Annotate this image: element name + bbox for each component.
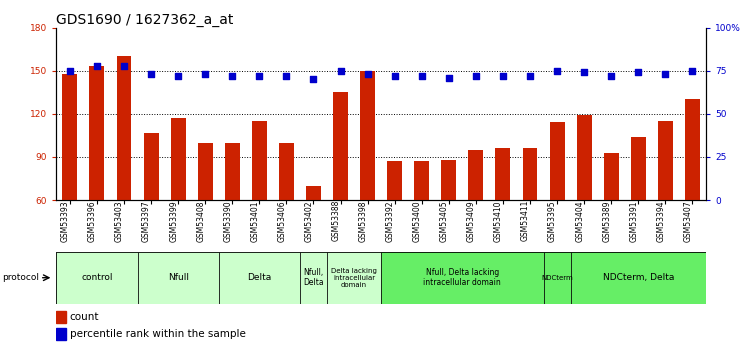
Bar	[577, 115, 592, 200]
Point	[253, 73, 265, 79]
Text: GSM53394: GSM53394	[656, 200, 665, 242]
Text: NDCterm, Delta: NDCterm, Delta	[602, 273, 674, 282]
Point	[145, 71, 157, 77]
Point	[280, 73, 292, 79]
Text: GSM53397: GSM53397	[142, 200, 151, 242]
Text: control: control	[81, 273, 113, 282]
Bar	[415, 161, 429, 200]
Text: Nfull, Delta lacking
intracellular domain: Nfull, Delta lacking intracellular domai…	[424, 268, 501, 287]
Bar	[62, 73, 77, 200]
Bar	[523, 148, 538, 200]
Bar	[550, 122, 565, 200]
Bar	[306, 186, 321, 200]
Point	[470, 73, 482, 79]
Text: percentile rank within the sample: percentile rank within the sample	[70, 329, 246, 339]
Bar	[571, 252, 706, 304]
Point	[443, 75, 455, 80]
Bar	[252, 121, 267, 200]
Text: GSM53396: GSM53396	[88, 200, 97, 242]
Text: GSM53393: GSM53393	[61, 200, 70, 242]
Text: GSM53405: GSM53405	[440, 200, 449, 242]
Text: NDCterm: NDCterm	[541, 275, 573, 281]
Point	[91, 63, 103, 68]
Text: GSM53389: GSM53389	[602, 200, 611, 242]
Bar	[604, 152, 619, 200]
Text: GSM53409: GSM53409	[467, 200, 476, 242]
Bar	[56, 252, 137, 304]
Bar	[442, 160, 457, 200]
Bar	[496, 148, 511, 200]
Point	[632, 70, 644, 75]
Text: count: count	[70, 312, 99, 322]
Point	[686, 68, 698, 73]
Bar	[333, 92, 348, 200]
Bar	[89, 66, 104, 200]
Bar	[658, 121, 673, 200]
Text: GSM53399: GSM53399	[169, 200, 178, 242]
Text: Nfull,
Delta: Nfull, Delta	[303, 268, 324, 287]
Bar	[360, 71, 375, 200]
Point	[578, 70, 590, 75]
Point	[307, 77, 319, 82]
Bar	[143, 132, 158, 200]
Point	[416, 73, 428, 79]
Text: GSM53402: GSM53402	[304, 200, 313, 242]
Bar	[56, 310, 66, 323]
Bar	[544, 252, 571, 304]
Point	[172, 73, 184, 79]
Bar	[170, 118, 185, 200]
Bar	[631, 137, 646, 200]
Text: Delta lacking
intracellular
domain: Delta lacking intracellular domain	[331, 268, 377, 288]
Point	[659, 71, 671, 77]
Bar	[388, 161, 402, 200]
Point	[64, 68, 76, 73]
Text: GSM53404: GSM53404	[575, 200, 584, 242]
Bar	[327, 252, 381, 304]
Point	[334, 68, 346, 73]
Bar	[279, 142, 294, 200]
Bar	[685, 99, 700, 200]
Text: GSM53408: GSM53408	[196, 200, 205, 242]
Point	[497, 73, 509, 79]
Point	[118, 63, 130, 68]
Text: protocol: protocol	[2, 273, 39, 282]
Text: GSM53411: GSM53411	[521, 200, 530, 242]
Text: GSM53407: GSM53407	[683, 200, 692, 242]
Text: GSM53391: GSM53391	[629, 200, 638, 242]
Point	[389, 73, 401, 79]
Bar	[219, 252, 300, 304]
Text: GSM53403: GSM53403	[115, 200, 124, 242]
Text: GSM53392: GSM53392	[386, 200, 395, 242]
Point	[551, 68, 563, 73]
Text: GSM53400: GSM53400	[413, 200, 422, 242]
Point	[361, 71, 373, 77]
Point	[226, 73, 238, 79]
Text: GSM53398: GSM53398	[358, 200, 367, 242]
Bar	[116, 56, 131, 200]
Bar	[198, 142, 213, 200]
Text: GDS1690 / 1627362_a_at: GDS1690 / 1627362_a_at	[56, 12, 234, 27]
Bar	[469, 150, 484, 200]
Text: GSM53410: GSM53410	[494, 200, 503, 242]
Bar	[381, 252, 544, 304]
Text: Nfull: Nfull	[167, 273, 189, 282]
Bar	[300, 252, 327, 304]
Text: GSM53406: GSM53406	[277, 200, 286, 242]
Text: GSM53390: GSM53390	[223, 200, 232, 242]
Bar	[137, 252, 219, 304]
Text: GSM53388: GSM53388	[331, 200, 340, 242]
Point	[605, 73, 617, 79]
Point	[524, 73, 536, 79]
Bar	[225, 142, 240, 200]
Text: GSM53395: GSM53395	[548, 200, 557, 242]
Point	[199, 71, 211, 77]
Text: GSM53401: GSM53401	[250, 200, 259, 242]
Text: Delta: Delta	[247, 273, 271, 282]
Bar	[56, 328, 66, 340]
